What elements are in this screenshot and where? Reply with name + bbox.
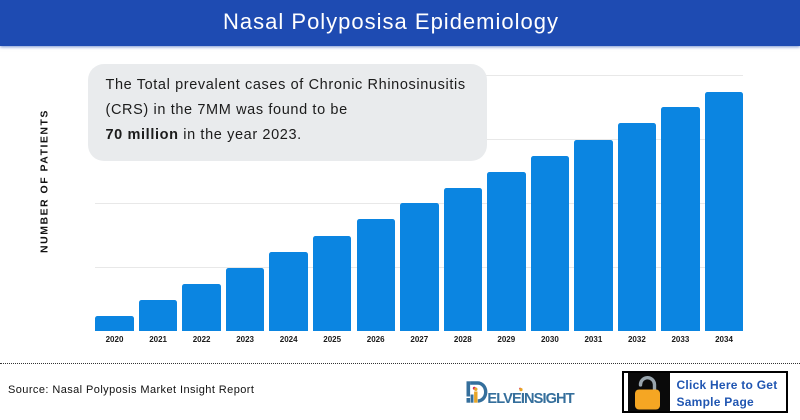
svg-text:ELVEINSIGHT: ELVEINSIGHT bbox=[487, 391, 574, 407]
